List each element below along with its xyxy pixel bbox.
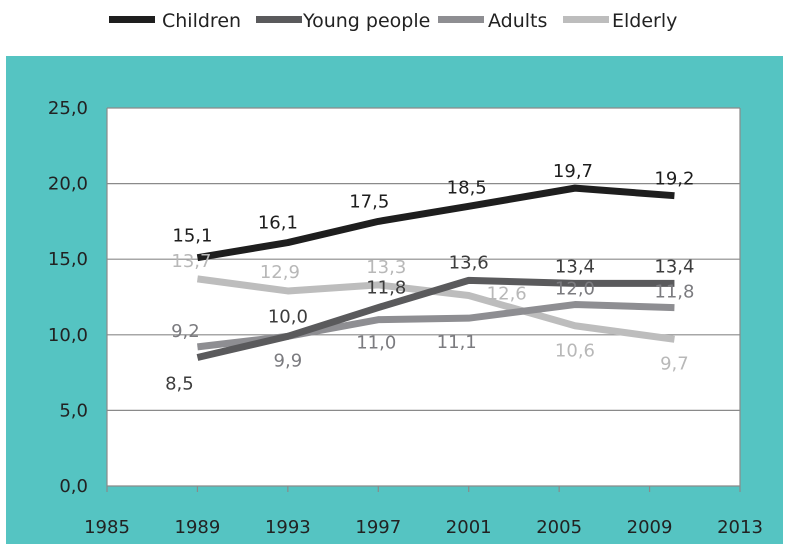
data-label: 19,2 <box>654 169 694 190</box>
series-line-2 <box>196 276 675 361</box>
series-lines <box>196 184 675 361</box>
data-label: 13,6 <box>449 252 489 273</box>
legend-label-4: Elderly <box>612 10 677 32</box>
y-tick-label: 5,0 <box>59 400 88 421</box>
series-line-4 <box>196 275 675 343</box>
data-label: 19,7 <box>553 161 593 182</box>
data-label: 15,1 <box>172 226 212 247</box>
legend-label-2: Young people <box>302 10 430 32</box>
data-label: 16,1 <box>258 213 298 234</box>
x-tick-label: 1993 <box>265 517 311 538</box>
data-label: 11,8 <box>654 282 694 303</box>
legend-swatch-4 <box>563 16 609 23</box>
data-label: 12,0 <box>555 279 595 300</box>
legend-label-1: Children <box>162 10 241 32</box>
x-tick-label: 2009 <box>627 517 673 538</box>
data-label: 10,0 <box>268 306 308 327</box>
y-tick-label: 25,0 <box>48 98 88 119</box>
data-label: 9,2 <box>171 321 200 342</box>
x-tick-label: 2013 <box>717 517 763 538</box>
legend-swatch-1 <box>109 16 155 23</box>
data-label: 17,5 <box>349 191 389 212</box>
y-tick-label: 10,0 <box>48 325 88 346</box>
data-label: 8,5 <box>165 373 194 394</box>
legend: Children Young people Adults Elderly <box>109 10 677 32</box>
y-tick-label: 0,0 <box>59 476 88 497</box>
data-label: 12,6 <box>487 283 527 304</box>
x-tick-label: 1985 <box>84 517 130 538</box>
legend-label-3: Adults <box>488 10 547 32</box>
data-label: 11,1 <box>437 332 477 353</box>
x-tick-label: 2001 <box>446 517 492 538</box>
legend-swatch-3 <box>438 16 484 23</box>
x-tick-label: 2005 <box>536 517 582 538</box>
x-tick-label: 1989 <box>175 517 221 538</box>
data-label: 13,7 <box>171 251 211 272</box>
data-label: 11,8 <box>366 278 406 299</box>
legend-swatch-2 <box>256 16 302 23</box>
data-label: 13,4 <box>555 256 595 277</box>
data-labels: 15,1 16,1 17,5 18,5 19,7 19,2 8,5 10,0 11,8 13,6 1… <box>165 161 694 394</box>
data-label: 12,9 <box>260 262 300 283</box>
data-label: 13,4 <box>654 256 694 277</box>
data-label: 11,0 <box>356 333 396 354</box>
series-line-1 <box>196 184 675 262</box>
data-label: 10,6 <box>555 341 595 362</box>
data-label: 13,3 <box>366 257 406 278</box>
axes: 0,0 5,0 10,0 15,0 20,0 25,0 1985 1989 1993 1997 20… <box>48 98 763 538</box>
data-label: 9,7 <box>660 353 689 374</box>
data-label: 18,5 <box>447 177 487 198</box>
y-tick-label: 15,0 <box>48 249 88 270</box>
x-tick-label: 1997 <box>355 517 401 538</box>
data-label: 9,9 <box>274 350 303 371</box>
y-tick-label: 20,0 <box>48 174 88 195</box>
